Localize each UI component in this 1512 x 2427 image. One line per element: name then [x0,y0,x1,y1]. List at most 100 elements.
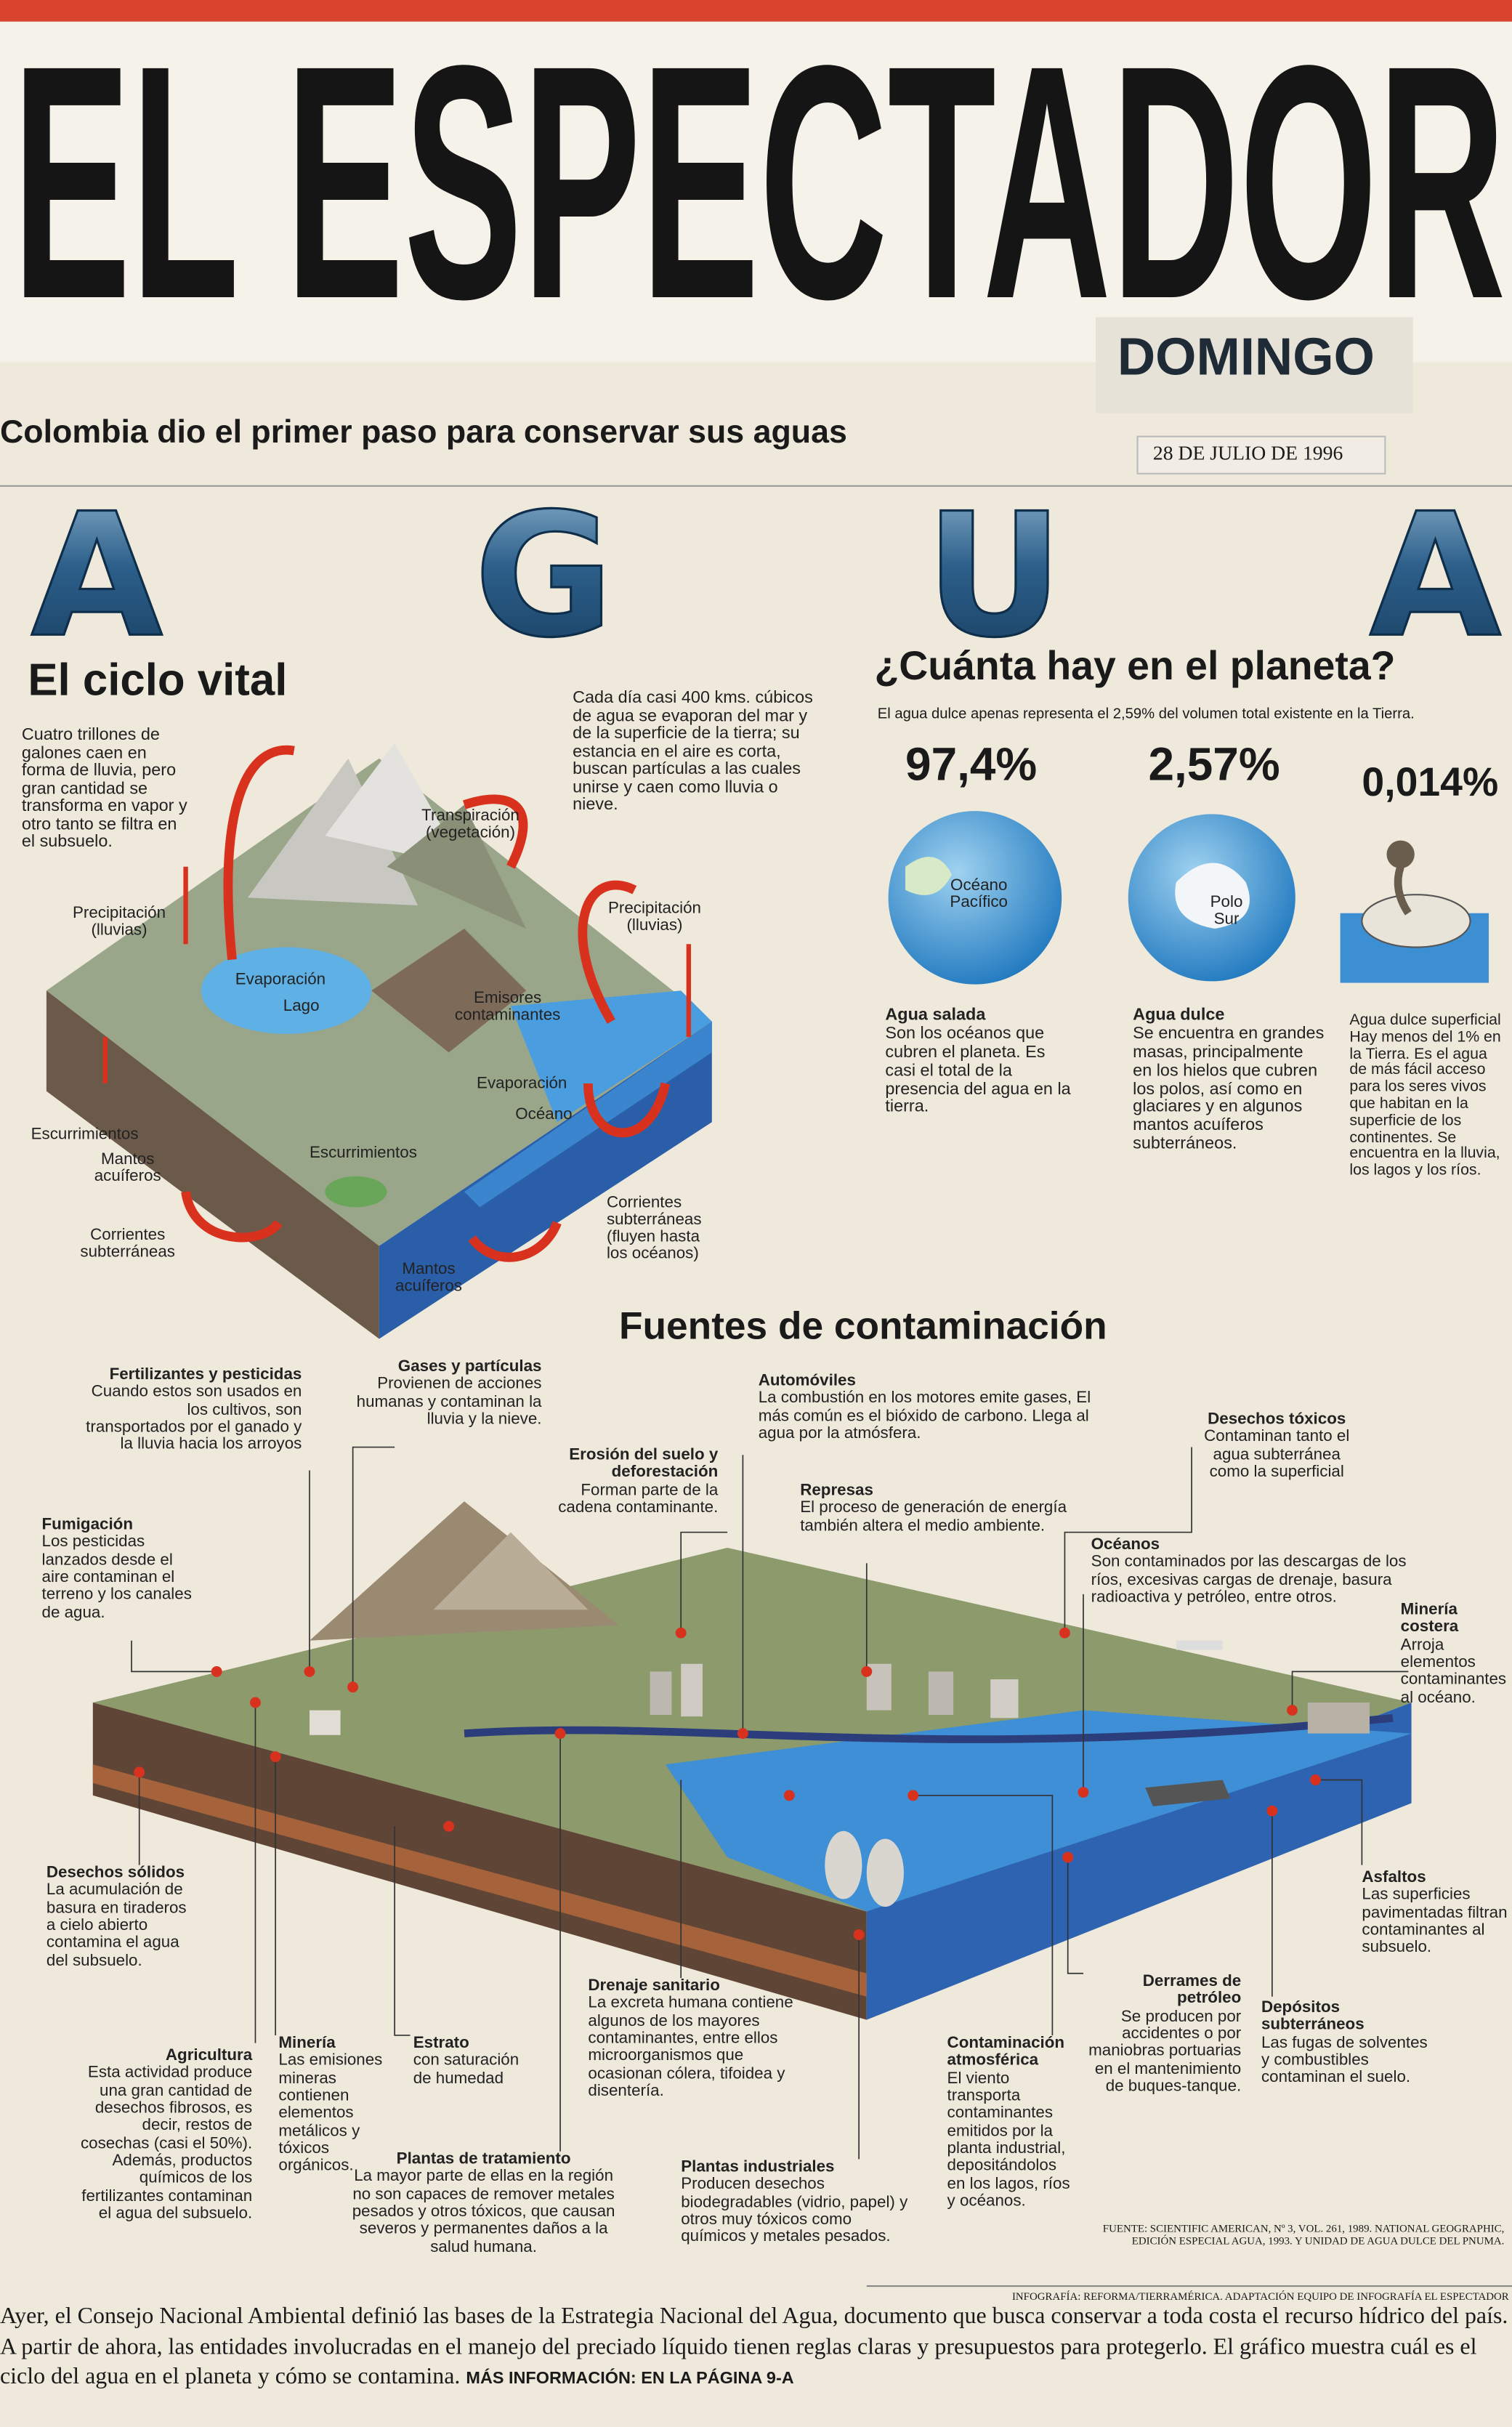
source-heading: Fumigación [41,1515,134,1534]
source-dots-part [1062,1851,1074,1863]
contamination-diagram-part [866,1703,1412,2020]
planet-item: Agua dulce superficial Hay menos del 1% e… [1349,1012,1504,1181]
percent: 2,57% [1148,740,1280,791]
source-text: Las superficies pavimentadas filtran con… [1362,1886,1508,1957]
cycle-label: Evaporación [235,970,326,990]
cycle-diagram-part [201,947,372,1034]
contamination-diagram [92,1501,1412,2020]
planet-text: Se encuentra en grandes masas, principal… [1133,1024,1325,1154]
contamination-diagram-part [825,1830,862,1899]
cycle-diagram-part [223,745,295,961]
globes-part [1361,894,1471,948]
contamination-source: Plantas de tratamiento La mayor parte de … [348,2149,619,2257]
contamination-diagram-part [866,1838,904,1907]
globes [888,811,1489,985]
contamination-diagram-part [929,1671,954,1716]
leader-lines-part [352,1446,395,1687]
planet-title: ¿Cuánta hay en el planeta? [874,642,1396,689]
contamination-diagram-part [92,1764,867,1997]
source-heading: Plantas de tratamiento [396,2149,571,2169]
planet-item: Agua salada Son los océanos que cubren el… [885,1006,1071,1118]
source-heading: Automóviles [758,1371,856,1390]
leader-lines-part [1064,1447,1192,1634]
globe-label: Polo Sur [1210,893,1243,929]
contamination-source: Contaminación atmosférica El viento trans… [947,2035,1071,2210]
source-text: Contaminan tanto el agua subterránea com… [1204,1427,1350,1482]
contamination-source: Derrames de petróleo Se producen por acci… [1083,1971,1242,2096]
contamination-diagram-part [990,1679,1019,1719]
source-heading: Estrato [413,2033,469,2053]
contamination-diagram-part [310,1710,341,1735]
edition-box [1096,317,1413,413]
contamination-diagram-part [650,1671,672,1716]
more-info: MÁS INFORMACIÓN: EN LA PÁGINA 9-A [466,2370,794,2388]
source-text: La combustión en los motores emite gases… [758,1389,1091,1443]
cycle-label: Mantos acuíferos [395,1259,463,1296]
planet-heading: Agua salada [885,1006,986,1025]
source-text: El proceso de generación de energía tamb… [800,1498,1067,1535]
cycle-label: Escurrimientos [31,1125,139,1144]
leader-lines-part [1067,1857,1084,1974]
cycle-label: Corrientes subterráneas (fluyen hasta lo… [606,1193,702,1264]
top-stripe [0,0,1512,22]
source-dots-part [443,1820,455,1832]
globes-part [905,857,952,895]
source-heading: Agricultura [165,2046,253,2065]
cycle-diagram-part [325,1176,387,1208]
planet-text: Son los océanos que cubren el planeta. E… [885,1024,1071,1117]
contamination-source: Plantas industriales Producen desechos bi… [681,2157,913,2247]
contamination-source: Desechos tóxicos Contaminan tanto el agua… [1192,1410,1362,1482]
contamination-source: Océanos Son contaminados por las descarga… [1091,1535,1432,1607]
contamination-source: Estrato con saturación de humedad [413,2033,537,2088]
contamination-diagram-part [433,1532,589,1610]
contamination-source: Represas El proceso de generación de ener… [800,1482,1078,1535]
source-dots-part [249,1697,261,1708]
source-heading: Minería costera [1400,1600,1459,1637]
source-heading: Plantas industriales [681,2157,835,2176]
contamination-source: Gases y partículas Provienen de acciones … [341,1357,542,1429]
cycle-diagram-part [583,1082,671,1138]
cycle-label: Lago [283,996,320,1016]
cycle-diagram-part [462,794,528,869]
contamination-title: Fuentes de contaminación [619,1304,1107,1349]
source-dots-part [861,1665,873,1677]
source-text: Son contaminados por las descargas de lo… [1091,1553,1407,1607]
footer: Ayer, el Consejo Nacional Ambiental defi… [0,2303,1512,2394]
planet-heading: Agua dulce superficial [1349,1012,1501,1030]
contamination-diagram-part [1145,1780,1231,1806]
source-heading: Derrames de petróleo [1142,1971,1242,2008]
leader-lines-part [680,1531,728,1634]
source-credit: FUENTE: SCIENTIFIC AMERICAN, Nº 3, VOL. … [1102,2222,1505,2248]
source-dots-part [783,1790,795,1801]
source-text: La mayor parte de ellas en la región no … [352,2167,615,2256]
planet-subtitle: El agua dulce apenas representa el 2,59%… [877,706,1415,723]
source-text: Los pesticidas lanzados desde el aire co… [41,1532,192,1622]
cycle-label: Transpiración (vegetación) [421,806,520,842]
source-text: con saturación de humedad [413,2051,520,2088]
source-dots-part [853,1929,865,1940]
source-text: Producen desechos biodegradables (vidrio… [681,2175,908,2247]
source-heading: Asfaltos [1362,1867,1426,1887]
percent: 0,014% [1362,758,1499,805]
source-heading: Océanos [1091,1535,1160,1554]
planet-text: Hay menos del 1% en la Tierra. Es el agu… [1349,1029,1501,1180]
masthead: EL ESPECTADOR [12,0,1505,368]
source-dots-part [1310,1774,1321,1785]
infographic-credit: INFOGRAFÍA: REFORMA/TIERRAMÉRICA. ADAPTA… [1011,2290,1509,2303]
date: 28 DE JULIO DE 1996 [1152,441,1343,465]
cycle-label: Mantos acuíferos [94,1150,161,1186]
source-heading: Gases y partículas [397,1357,542,1376]
source-dots-part [211,1665,222,1677]
contamination-source: Drenaje sanitario La excreta humana conti… [588,1976,820,2101]
leader-lines [131,1446,1409,2160]
source-heading: Minería [278,2033,336,2053]
contamination-source: Desechos sólidos La acumulación de basura… [47,1864,193,1971]
cycle-diagram-part [578,880,637,1025]
source-text: Se producen por accidentes o por maniobr… [1088,2006,1242,2096]
contamination-source: Automóviles La combustión en los motores … [758,1371,1115,1443]
cycle-note: Cada día casi 400 kms. cúbicos de agua s… [573,688,813,815]
contamination-diagram-part [1307,1703,1370,1734]
source-text: Las emisiones mineras contienen elemento… [278,2051,383,2176]
source-heading: Depósitos subterráneos [1261,1998,1365,2035]
source-dots-part [270,1751,281,1763]
